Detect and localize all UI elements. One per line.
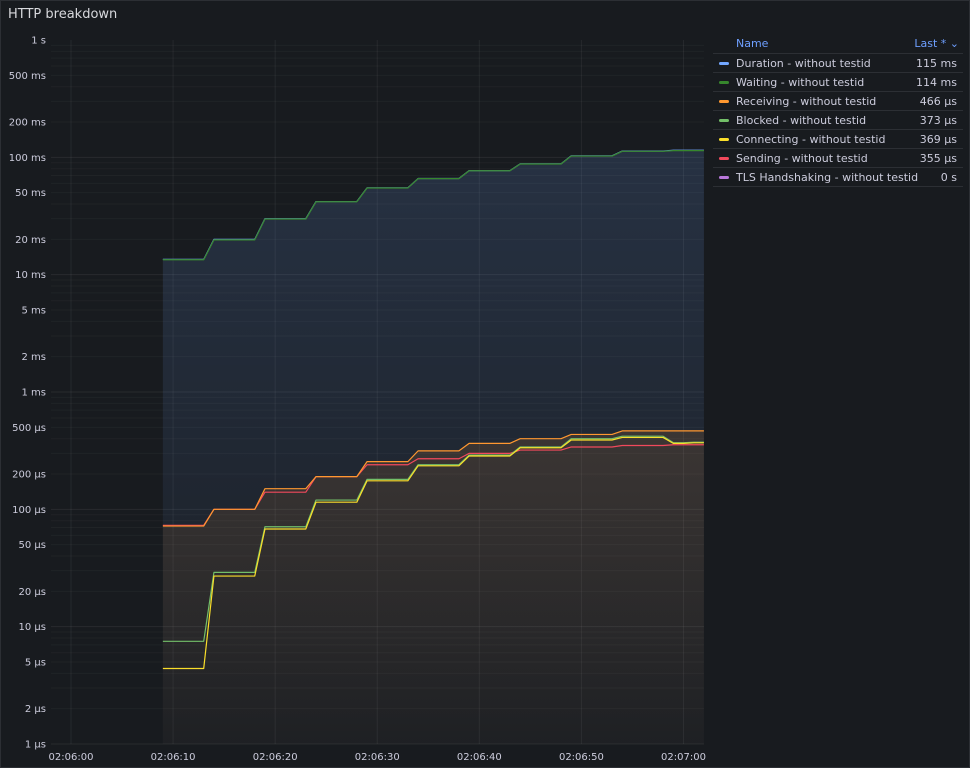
y-tick-label: 1 ms xyxy=(22,388,47,399)
legend-item-value: 466 µs xyxy=(919,94,957,108)
x-tick-label: 02:06:00 xyxy=(49,752,94,763)
y-tick-label: 50 µs xyxy=(19,540,46,551)
legend-swatch xyxy=(719,137,729,141)
legend-item-connecting[interactable]: Connecting - without testid 369 µs xyxy=(713,130,963,149)
series-line-sending[interactable] xyxy=(162,444,704,526)
legend-item-receiving[interactable]: Receiving - without testid 466 µs xyxy=(713,92,963,111)
legend-item-name: Waiting - without testid xyxy=(736,75,865,89)
series-line-connecting[interactable] xyxy=(162,436,704,670)
legend-item-value: 369 µs xyxy=(919,132,957,146)
y-tick-label: 5 µs xyxy=(25,657,46,668)
legend-item-name: Receiving - without testid xyxy=(736,94,877,108)
y-axis-ticks: 1 s 500 ms 200 ms 100 ms 50 ms 20 ms 10 ms 5 ms… xyxy=(9,36,46,751)
x-tick-label: 02:06:20 xyxy=(253,752,298,763)
legend-swatch xyxy=(719,118,729,122)
legend-item-name: Duration - without testid xyxy=(736,56,871,70)
legend-swatch xyxy=(719,175,729,179)
legend-item-name: Blocked - without testid xyxy=(736,113,867,127)
y-tick-label: 1 s xyxy=(31,36,46,47)
legend-swatch xyxy=(719,156,729,160)
legend: Name Last * ⌄ Duration - without testid … xyxy=(713,33,963,187)
x-axis-ticks: 02:06:00 02:06:10 02:06:20 02:06:30 02:06:40… xyxy=(49,752,706,763)
legend-item-waiting[interactable]: Waiting - without testid 114 ms xyxy=(713,73,963,92)
legend-swatch xyxy=(719,80,729,84)
y-tick-label: 20 ms xyxy=(15,235,46,246)
series-areas xyxy=(162,150,704,745)
legend-item-blocked[interactable]: Blocked - without testid 373 µs xyxy=(713,111,963,130)
y-tick-label: 10 µs xyxy=(19,622,46,633)
y-tick-label: 200 µs xyxy=(12,470,46,481)
series-lines xyxy=(162,149,704,670)
legend-item-duration[interactable]: Duration - without testid 115 ms xyxy=(713,54,963,73)
y-tick-label: 1 µs xyxy=(25,740,46,751)
x-tick-label: 02:06:30 xyxy=(355,752,400,763)
legend-rows: Duration - without testid 115 ms Waiting… xyxy=(713,54,963,187)
y-tick-label: 10 ms xyxy=(15,270,46,281)
legend-item-tls-handshaking[interactable]: TLS Handshaking - without testid 0 s xyxy=(713,168,963,187)
legend-item-value: 0 s xyxy=(940,170,957,184)
y-tick-label: 20 µs xyxy=(19,587,46,598)
legend-item-value: 373 µs xyxy=(919,113,957,127)
legend-swatch xyxy=(719,99,729,103)
legend-header-name[interactable]: Name xyxy=(736,36,769,50)
y-tick-label: 100 µs xyxy=(12,505,46,516)
legend-item-value: 355 µs xyxy=(919,151,957,165)
y-tick-label: 100 ms xyxy=(9,153,46,164)
legend-item-value: 115 ms xyxy=(916,56,957,70)
legend-item-name: Sending - without testid xyxy=(736,151,868,165)
legend-item-value: 114 ms xyxy=(916,75,957,89)
y-tick-label: 500 ms xyxy=(9,71,46,82)
series-line-receiving[interactable] xyxy=(162,430,704,527)
y-tick-label: 2 µs xyxy=(25,704,46,715)
panel-title[interactable]: HTTP breakdown xyxy=(8,7,118,22)
y-tick-label: 200 ms xyxy=(9,118,46,129)
y-tick-label: 50 ms xyxy=(15,188,46,199)
legend-header: Name Last * ⌄ xyxy=(713,33,963,54)
y-tick-label: 2 ms xyxy=(22,352,47,363)
x-tick-label: 02:07:00 xyxy=(661,752,706,763)
legend-item-sending[interactable]: Sending - without testid 355 µs xyxy=(713,149,963,168)
y-tick-label: 5 ms xyxy=(22,305,47,316)
series-line-waiting[interactable] xyxy=(162,150,704,261)
legend-item-name: TLS Handshaking - without testid xyxy=(736,170,919,184)
legend-item-name: Connecting - without testid xyxy=(736,132,886,146)
legend-header-last-sort[interactable]: Last * ⌄ xyxy=(914,36,959,50)
x-tick-label: 02:06:50 xyxy=(559,752,604,763)
legend-swatch xyxy=(719,61,729,65)
area-receiving xyxy=(162,430,704,744)
x-tick-label: 02:06:10 xyxy=(151,752,196,763)
y-tick-label: 500 µs xyxy=(12,423,46,434)
x-tick-label: 02:06:40 xyxy=(457,752,502,763)
